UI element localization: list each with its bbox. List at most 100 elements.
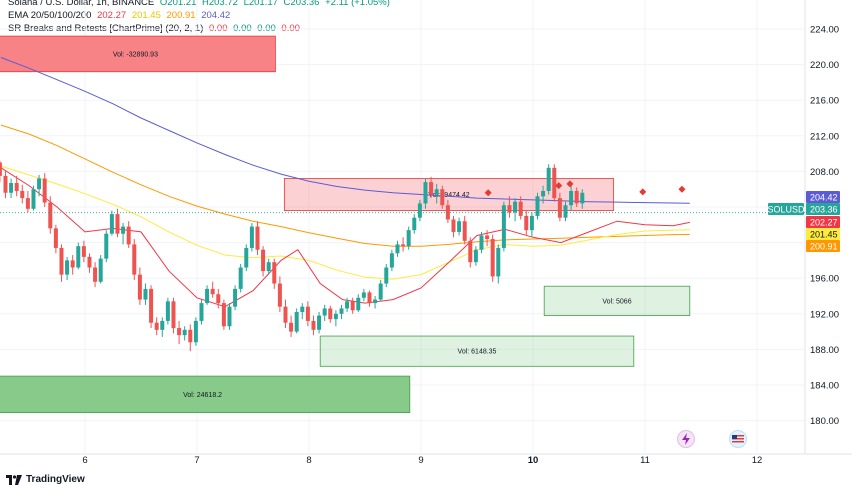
candle — [300, 303, 305, 320]
candle-body — [356, 297, 361, 311]
candle-body — [462, 221, 467, 241]
tradingview-logo-icon — [6, 474, 22, 485]
candle-body — [361, 292, 366, 298]
break-marker — [678, 185, 686, 193]
time-tick-label: 7 — [194, 455, 199, 466]
candle — [277, 276, 282, 313]
symbol-tag-label: SOLUSD — [767, 205, 805, 215]
price-tick-label: 180.00 — [810, 416, 839, 427]
candle-body — [48, 202, 53, 229]
break-marker — [484, 189, 492, 197]
ema-label: EMA 20/50/100/200 — [8, 10, 92, 21]
candle-body — [552, 167, 557, 199]
candle-body — [249, 226, 254, 248]
candle — [98, 255, 103, 284]
candle-body — [468, 240, 473, 263]
price-tag: 200.91 — [806, 240, 840, 252]
candle — [322, 304, 327, 321]
candle — [328, 305, 333, 323]
flash-icon[interactable] — [677, 430, 695, 448]
candle — [541, 185, 546, 204]
ohlc-open: O201.21 — [159, 0, 197, 8]
candle-body — [272, 262, 277, 284]
candle-body — [42, 178, 47, 203]
ema200-line — [0, 57, 690, 204]
candle — [574, 187, 579, 207]
candle-body — [339, 308, 344, 314]
candle-body — [20, 190, 25, 199]
sr-zone-box — [543, 285, 691, 316]
candle — [569, 185, 574, 211]
ohlc-high: H203.72 — [202, 0, 238, 8]
candle-body — [529, 215, 534, 231]
candle-body — [121, 226, 126, 234]
price-tag-value: 203.36 — [810, 205, 838, 215]
candle-body — [177, 328, 182, 336]
candle-body — [53, 228, 58, 248]
candle — [350, 297, 355, 314]
candle — [552, 164, 557, 202]
candle — [210, 281, 215, 298]
time-tick-label: 9 — [418, 455, 423, 466]
candle — [177, 320, 182, 345]
candle — [535, 192, 540, 220]
candle-body — [143, 288, 148, 300]
candle-body — [345, 301, 350, 309]
candle-body — [59, 247, 64, 275]
candle — [378, 279, 383, 302]
candle-body — [255, 226, 260, 250]
candle-body — [0, 162, 2, 176]
candle-body — [25, 198, 30, 209]
candle — [126, 221, 131, 248]
candle-body — [93, 267, 98, 282]
candle — [311, 315, 316, 336]
candle — [468, 237, 473, 268]
candle-body — [429, 182, 434, 195]
candle-body — [311, 320, 316, 330]
candle-body — [109, 214, 114, 234]
ema200-value: 204.42 — [201, 10, 231, 21]
candle-body — [81, 246, 86, 257]
candle — [104, 230, 109, 263]
candle — [384, 263, 389, 288]
candle — [154, 317, 159, 336]
candle-body — [294, 312, 299, 332]
candle-body — [518, 201, 523, 216]
break-marker — [639, 188, 647, 196]
ohlc-close: C203.36 — [283, 0, 320, 8]
candle — [87, 253, 92, 273]
sr-zone: Vol: -32890.93 — [0, 35, 276, 73]
tradingview-logo[interactable]: TradingView — [6, 474, 85, 485]
candle-body — [333, 313, 338, 320]
us-flag-icon[interactable] — [729, 430, 747, 448]
candle — [160, 317, 165, 337]
candle-body — [76, 246, 81, 268]
candle — [373, 296, 378, 309]
legend-row-ohlc: Solana / U.S. Dollar, 1h, BINANCE O201.2… — [8, 0, 393, 9]
legend-row-ema[interactable]: EMA 20/50/100/200 202.27 201.45 200.91 2… — [8, 10, 233, 22]
candle — [249, 223, 254, 252]
candle — [14, 175, 19, 197]
candle — [182, 326, 187, 341]
candle-body — [513, 201, 518, 213]
candle-body — [378, 283, 383, 300]
candle — [238, 263, 243, 293]
candle — [361, 288, 366, 302]
candle-body — [535, 196, 540, 216]
candle — [563, 201, 568, 222]
candle — [20, 184, 25, 204]
candle — [266, 258, 271, 275]
candle-body — [266, 262, 271, 272]
price-tag-value: 201.45 — [810, 230, 838, 240]
candle — [345, 297, 350, 313]
price-tick-label: 184.00 — [810, 381, 839, 392]
candle-body — [373, 299, 378, 304]
candle — [199, 299, 204, 325]
ohlc-change: +2.11 (+1.05%) — [325, 0, 390, 8]
price-tick-label: 220.00 — [810, 60, 839, 71]
price-tag: 204.42 — [806, 191, 840, 203]
candle-body — [31, 189, 36, 209]
candle-body — [457, 221, 462, 232]
candle-body — [205, 288, 210, 304]
